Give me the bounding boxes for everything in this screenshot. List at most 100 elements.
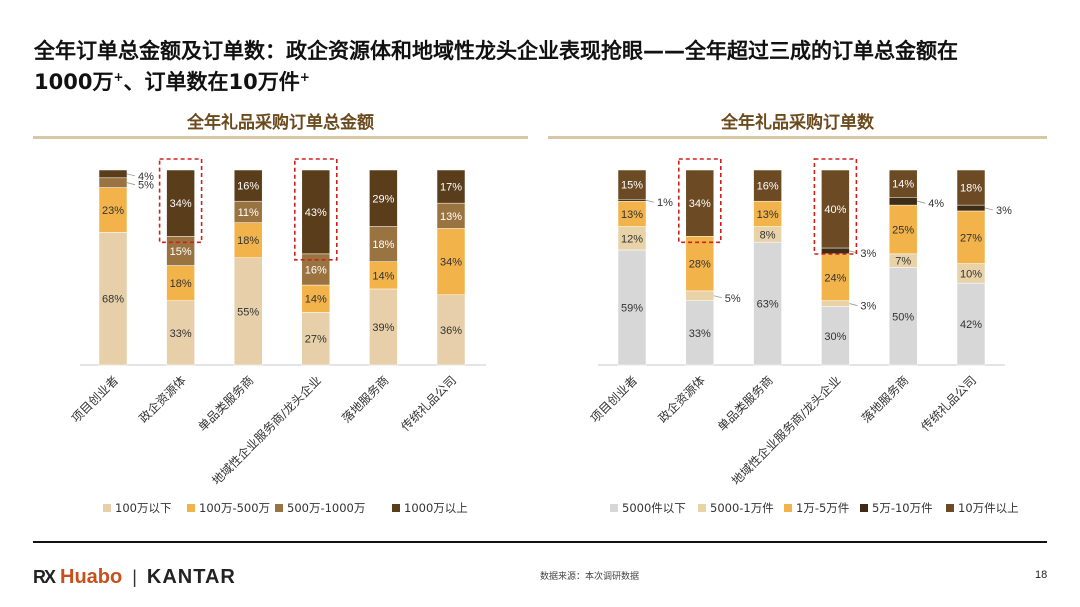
legend-entry: 5万-10万件 <box>872 501 933 515</box>
data-label: 68% <box>102 294 124 306</box>
data-label: 40% <box>824 204 846 216</box>
legend-swatch <box>946 504 954 512</box>
data-label: 24% <box>824 272 846 284</box>
category-label: 传统礼品公司 <box>918 373 980 435</box>
data-label: 18% <box>960 183 982 195</box>
bar-segment <box>956 282 986 366</box>
data-label: 4% <box>928 198 944 210</box>
data-label: 42% <box>960 319 982 331</box>
legend-entry: 500万-1000万 <box>287 501 365 515</box>
legend-entry: 1万-5万件 <box>796 501 849 515</box>
data-label: 3% <box>860 248 876 260</box>
data-label: 29% <box>372 193 394 205</box>
data-label: 14% <box>372 270 394 282</box>
bar-segment <box>956 204 986 212</box>
bar-segment <box>888 197 918 206</box>
legend-entry: 10万件以上 <box>958 501 1019 515</box>
data-label: 33% <box>170 328 192 340</box>
bar-segment <box>233 222 263 258</box>
partner-name: KANTAR <box>146 566 236 588</box>
data-label: 16% <box>757 181 779 193</box>
bar-segment <box>436 202 466 229</box>
highlight-box <box>677 158 722 244</box>
data-label: 33% <box>689 328 711 340</box>
bar-segment <box>98 169 128 179</box>
highlight-box <box>158 158 203 244</box>
brand-separator: | <box>132 567 137 587</box>
bar-segment <box>888 169 918 198</box>
category-label: 单品类服务商 <box>195 373 257 435</box>
data-label: 39% <box>372 322 394 334</box>
bar-segment <box>301 169 331 255</box>
data-label: 15% <box>621 180 643 192</box>
legend-entry: 5000-1万件 <box>710 501 774 515</box>
bar-segment <box>98 232 128 366</box>
legend-swatch <box>698 504 706 512</box>
data-label: 15% <box>170 246 192 258</box>
data-label: 59% <box>621 302 643 314</box>
chart-2-title: 全年礼品采购订单数 <box>721 113 874 133</box>
bar-segment <box>166 169 195 237</box>
bar-segment <box>166 265 195 301</box>
data-label: 30% <box>824 331 846 343</box>
category-label: 政企资源体 <box>136 373 189 426</box>
footer-rule <box>33 541 1047 543</box>
highlight-box <box>813 158 858 255</box>
brand-name: Huabo <box>60 566 123 588</box>
legend-swatch <box>784 504 792 512</box>
bar-segment <box>956 210 986 264</box>
data-label: 27% <box>305 334 327 346</box>
data-label: 55% <box>237 306 259 318</box>
data-label: 18% <box>237 235 259 247</box>
data-label: 4% <box>138 171 154 183</box>
data-label: 36% <box>440 325 462 337</box>
data-label: 63% <box>757 299 779 311</box>
label-leader <box>713 295 722 299</box>
bar-segment <box>888 267 918 366</box>
category-label: 项目创业者 <box>69 373 121 425</box>
legend-entry: 100万以下 <box>115 501 171 515</box>
data-label: 8% <box>760 229 776 241</box>
bar-segment <box>617 200 647 227</box>
data-label: 11% <box>238 207 259 219</box>
legend-entry: 1000万以上 <box>404 501 468 515</box>
label-leader <box>126 182 136 186</box>
legend-swatch <box>103 504 111 512</box>
brand-mark-icon: RX <box>33 567 56 587</box>
data-label: 17% <box>440 182 462 194</box>
label-leader <box>126 173 136 177</box>
data-label: 25% <box>892 224 914 236</box>
bar-segment <box>436 294 466 366</box>
data-label: 18% <box>372 239 394 251</box>
data-label: 34% <box>170 198 192 210</box>
legend-swatch <box>392 504 400 512</box>
bar-segment <box>821 306 850 366</box>
bar-segment <box>821 300 850 307</box>
brand-logo: RX Huabo | KANTAR <box>33 566 236 589</box>
bar-segment <box>166 236 195 266</box>
category-label: 落地服务商 <box>858 373 911 426</box>
category-label: 项目创业者 <box>588 373 640 425</box>
bar-segment <box>301 284 331 313</box>
data-label: 43% <box>305 207 327 219</box>
slide-title: 全年订单总金额及订单数：政企资源体和地域性龙头企业表现抢眼——全年超过三成的订单… <box>34 38 1054 95</box>
bar-segment <box>98 177 128 188</box>
bar-segment <box>753 200 782 227</box>
data-label: 7% <box>895 256 911 268</box>
legend-swatch <box>860 504 868 512</box>
data-label: 13% <box>440 211 462 223</box>
bar-segment <box>685 290 715 301</box>
legend-entry: 5000件以下 <box>622 501 686 515</box>
label-leader <box>849 303 858 306</box>
data-label: 3% <box>996 205 1012 217</box>
data-label: 12% <box>621 233 643 245</box>
label-leader <box>645 199 655 203</box>
bar-segment <box>369 288 398 366</box>
bar-segment <box>753 241 782 366</box>
page-number: 18 <box>1035 569 1048 581</box>
bar-segment <box>753 169 782 202</box>
title-line-2b: 、订单数在10万件 <box>123 70 300 94</box>
label-leader <box>984 207 994 211</box>
data-label: 13% <box>621 209 643 221</box>
title-line-1: 全年订单总金额及订单数：政企资源体和地域性龙头企业表现抢眼——全年超过三成的订单… <box>34 39 958 63</box>
